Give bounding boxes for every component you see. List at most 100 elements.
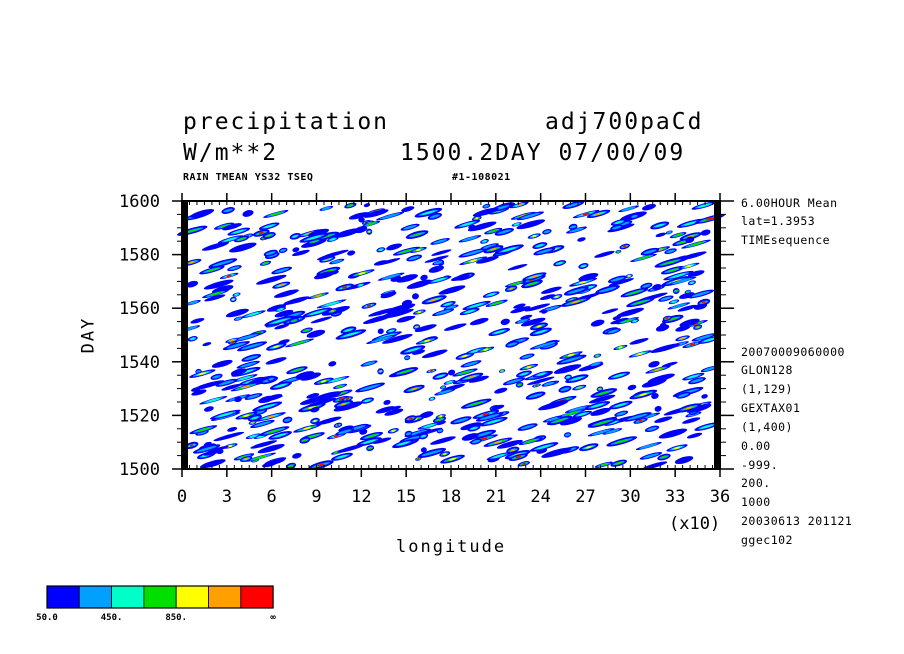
rain-blob: [443, 304, 459, 311]
rain-blob: [310, 417, 320, 425]
rain-blob: [529, 442, 559, 452]
x-tick-label: 15: [396, 487, 416, 507]
rain-blob: [427, 275, 452, 284]
rain-blob: [366, 334, 397, 344]
rain-blob: [623, 412, 652, 422]
rain-blob: [556, 354, 587, 365]
rain-blob: [590, 319, 605, 327]
rain-blob: [519, 363, 539, 371]
rain-blob: [315, 416, 342, 426]
rain-blob: [658, 295, 674, 302]
rain-blob: [202, 289, 229, 299]
rain-blob: [577, 237, 586, 242]
rain-blob: [292, 247, 300, 253]
rain-blob: [230, 382, 261, 392]
rain-blob: [282, 416, 293, 424]
rain-blob: [578, 263, 589, 270]
rain-blob: [412, 349, 425, 355]
rain-blob: [532, 242, 548, 249]
rain-blob: [677, 304, 698, 312]
rain-blob: [299, 232, 329, 243]
rain-blob: [648, 361, 660, 368]
rain-blob: [245, 452, 277, 462]
x-tick-label: 3: [222, 487, 232, 507]
x-axis-label: longitude: [396, 537, 507, 557]
rain-blob: [494, 244, 524, 255]
rain-blob: [248, 420, 257, 425]
rain-blob: [353, 212, 370, 219]
rain-blob: [409, 246, 427, 253]
time-info: 1500.2DAY 07/00/09: [400, 140, 686, 166]
rain-blob: [595, 285, 620, 295]
rain-blob: [602, 428, 623, 435]
rain-blob: [404, 355, 411, 361]
rain-blob: [266, 458, 286, 466]
chart-title: precipitation: [183, 109, 390, 135]
rain-blob: [210, 373, 223, 380]
colorbar-label: ∞: [270, 613, 276, 623]
rain-blob: [335, 329, 367, 340]
rain-blob: [221, 383, 242, 391]
rain-blob: [557, 409, 587, 418]
rain-blob: [234, 396, 242, 403]
rain-blob: [560, 296, 591, 307]
rain-blob: [310, 406, 320, 413]
rain-blob: [639, 452, 663, 460]
colorbar-swatch: [175, 585, 209, 609]
rain-blob: [199, 395, 228, 405]
rain-blob: [267, 375, 275, 383]
rain-blob: [519, 353, 535, 360]
rain-blob: [644, 425, 660, 433]
rain-blob: [533, 247, 556, 256]
colorbar-swatch: [111, 585, 145, 609]
side-info-8: (1,400): [741, 420, 793, 434]
rain-blob: [594, 461, 613, 468]
side-info-5: GLON128: [741, 363, 793, 377]
rain-blob: [682, 341, 703, 349]
rain-blob: [236, 341, 268, 352]
rain-blob: [286, 366, 308, 375]
rain-blob: [208, 258, 238, 269]
rain-blob: [302, 307, 333, 318]
rain-blob: [269, 381, 292, 390]
rain-blob: [484, 227, 503, 235]
rain-blob: [344, 202, 357, 209]
rain-blob: [676, 391, 691, 399]
rain-blob: [607, 371, 631, 380]
rain-blob: [426, 368, 437, 374]
rain-blob: [326, 236, 339, 242]
rain-blob: [366, 228, 373, 235]
rain-blob: [406, 279, 433, 289]
rain-blob: [362, 314, 393, 324]
rain-blob: [412, 427, 443, 437]
rain-blob: [348, 269, 375, 278]
rain-blob: [467, 424, 481, 432]
rain-blob: [520, 314, 533, 320]
rain-blob: [610, 459, 627, 467]
rain-blob: [454, 219, 481, 229]
rain-blob: [308, 228, 330, 237]
rain-blob: [434, 388, 456, 396]
rain-blob: [189, 425, 218, 435]
rain-blob: [669, 232, 687, 239]
rain-blob: [307, 292, 329, 300]
rain-blob: [608, 278, 635, 286]
rain-blob: [190, 317, 205, 324]
rain-blob: [608, 275, 627, 284]
rain-blob: [518, 461, 530, 467]
y-tick-label: 1500: [119, 460, 160, 480]
rain-blob: [684, 289, 691, 294]
rain-blob: [271, 266, 292, 275]
rain-blob: [593, 353, 602, 358]
rain-blob: [477, 346, 495, 353]
side-info-4: 20070009060000: [741, 345, 845, 359]
rain-blob: [521, 279, 543, 289]
rain-blob: [565, 374, 589, 384]
rain-blob: [204, 294, 226, 302]
rain-blob: [313, 377, 334, 385]
rain-blob: [691, 201, 717, 210]
rain-blob: [687, 270, 705, 277]
rain-blob: [214, 222, 235, 230]
rain-blob: [460, 360, 482, 368]
rain-blob: [679, 251, 707, 261]
